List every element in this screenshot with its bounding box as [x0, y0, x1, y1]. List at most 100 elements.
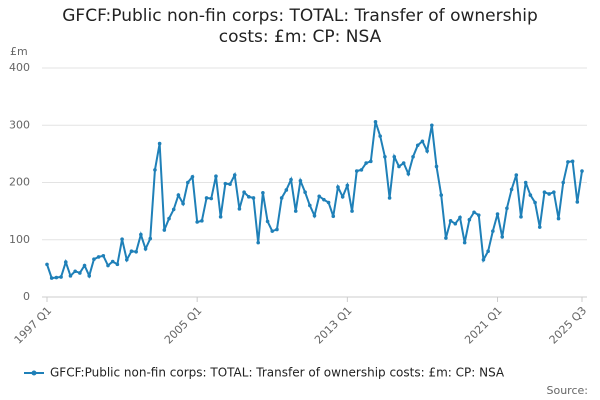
data-point	[68, 274, 73, 278]
data-point	[547, 192, 551, 196]
data-point	[246, 195, 251, 199]
data-point	[556, 216, 561, 221]
data-point	[115, 262, 120, 267]
data-point	[430, 123, 434, 128]
data-point	[279, 196, 284, 200]
data-point	[101, 253, 106, 258]
data-point	[448, 219, 453, 223]
y-tick-label: 300	[9, 118, 30, 131]
data-point	[171, 207, 176, 212]
data-point	[406, 172, 411, 176]
data-point	[120, 237, 124, 241]
data-point	[63, 260, 68, 264]
data-point	[519, 215, 523, 219]
data-point	[340, 195, 345, 199]
data-point	[383, 154, 387, 159]
data-point	[237, 207, 242, 211]
data-point	[181, 201, 185, 206]
data-point	[331, 214, 336, 219]
data-point	[415, 143, 420, 148]
data-point	[96, 255, 101, 259]
data-point	[167, 216, 171, 221]
data-point	[434, 164, 439, 169]
data-point	[397, 164, 401, 169]
data-point	[73, 269, 77, 274]
legend-text: GFCF:Public non-fin corps: TOTAL: Transf…	[50, 366, 505, 380]
data-point	[533, 200, 537, 205]
data-point	[364, 161, 368, 165]
data-point	[284, 188, 289, 192]
y-tick-label: 100	[9, 233, 30, 246]
chart-title: GFCF:Public non-fin corps: TOTAL: Transf…	[62, 6, 538, 47]
data-point	[209, 196, 214, 201]
data-point	[162, 228, 167, 232]
data-point	[49, 276, 54, 280]
data-point	[500, 235, 505, 239]
data-point	[308, 203, 312, 208]
data-point	[523, 180, 528, 185]
data-point	[580, 169, 584, 173]
data-point	[495, 212, 500, 216]
data-point	[472, 210, 476, 215]
data-point	[566, 160, 570, 164]
data-point	[289, 177, 293, 182]
data-point	[275, 227, 279, 232]
data-point	[392, 154, 397, 159]
data-point	[481, 257, 486, 262]
data-point	[552, 190, 556, 195]
data-point	[486, 249, 490, 253]
data-point	[401, 161, 406, 165]
data-point	[157, 141, 162, 146]
data-point	[298, 178, 303, 183]
data-point	[261, 191, 265, 195]
data-point	[124, 257, 129, 262]
data-point	[354, 169, 359, 173]
data-point	[312, 213, 317, 218]
x-tick-label: 2021 Q1	[462, 304, 505, 347]
data-point	[110, 259, 115, 264]
data-point	[185, 180, 190, 185]
data-point	[458, 215, 462, 220]
data-point	[148, 236, 153, 241]
data-point	[528, 193, 533, 197]
data-point	[373, 120, 378, 124]
data-point	[378, 134, 383, 138]
data-point	[265, 219, 270, 224]
data-point	[134, 249, 138, 254]
data-point	[92, 257, 96, 262]
x-tick-label: 1997 Q1	[12, 304, 55, 347]
data-point	[54, 275, 59, 280]
data-point	[387, 196, 392, 200]
data-point	[176, 193, 181, 197]
data-point	[303, 190, 307, 195]
data-point	[251, 196, 256, 200]
data-point	[350, 209, 354, 213]
data-point	[542, 190, 547, 195]
data-point	[491, 229, 495, 233]
data-point	[82, 263, 87, 268]
data-point	[336, 185, 340, 189]
data-point	[143, 247, 148, 251]
data-point	[420, 139, 425, 144]
data-point	[223, 181, 228, 186]
data-point	[444, 236, 448, 240]
x-tick-label: 2025 Q3	[547, 304, 590, 347]
data-point	[153, 168, 157, 172]
data-point	[200, 219, 204, 223]
data-point	[467, 217, 472, 222]
data-point	[439, 193, 444, 197]
data-point	[345, 183, 350, 188]
data-point	[369, 159, 373, 164]
data-point	[78, 271, 82, 275]
data-point	[514, 173, 519, 177]
data-point	[129, 249, 134, 253]
data-point	[476, 213, 481, 217]
data-point	[106, 263, 110, 268]
data-point	[59, 275, 63, 279]
data-point	[359, 168, 364, 172]
data-point	[195, 220, 199, 224]
data-point	[505, 206, 509, 211]
data-point	[242, 190, 246, 195]
data-point	[256, 240, 260, 245]
